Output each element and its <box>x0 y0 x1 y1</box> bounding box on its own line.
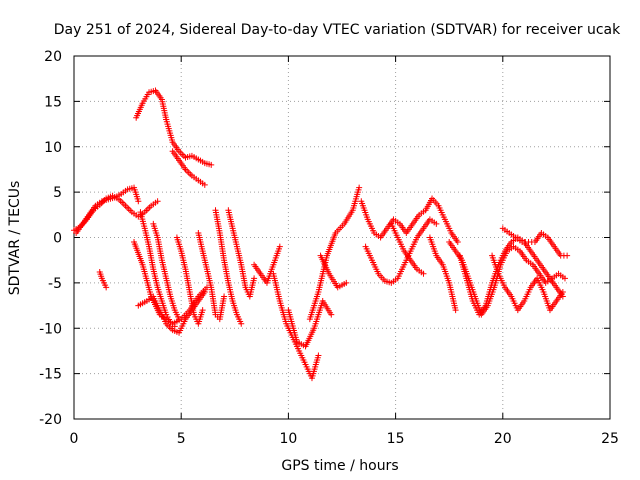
series-arc-17 <box>285 298 335 350</box>
data-point <box>343 279 350 286</box>
y-tick-label: 20 <box>44 49 62 65</box>
y-tick-label: -15 <box>39 367 62 383</box>
series-arc-15 <box>251 243 283 286</box>
data-point <box>276 243 283 250</box>
data-point <box>561 275 568 282</box>
gridlines <box>74 56 610 419</box>
chart-title: Day 251 of 2024, Sidereal Day-to-day VTE… <box>54 22 621 38</box>
data-point <box>135 198 142 205</box>
series-arc-27 <box>499 225 571 259</box>
data-point <box>171 323 178 330</box>
y-axis-title: SDTVAR / TECUs <box>7 181 23 296</box>
series-arc-12 <box>195 229 228 323</box>
x-axis-title: GPS time / hours <box>281 458 398 474</box>
data-point <box>176 316 183 323</box>
series-arc-20 <box>358 195 461 246</box>
data-point <box>433 220 440 227</box>
series-arc-26 <box>489 252 566 314</box>
series-arc-10 <box>150 220 183 323</box>
series-arc-13 <box>212 207 245 327</box>
series-arc-22 <box>388 220 427 277</box>
series-arc-7 <box>163 116 215 168</box>
y-tick-label: -5 <box>48 276 62 292</box>
series-arc-1 <box>71 192 161 234</box>
data-point <box>315 352 322 359</box>
x-tick-label: 15 <box>387 431 405 447</box>
y-tick-label: 5 <box>53 185 62 201</box>
x-tick-label: 25 <box>601 431 619 447</box>
data-point <box>201 181 208 188</box>
data-point <box>251 275 258 282</box>
data-point <box>454 239 461 246</box>
data-point <box>103 284 110 291</box>
series-arc-9 <box>137 209 178 330</box>
y-tick-label: -20 <box>39 412 62 428</box>
data-point <box>564 252 571 259</box>
data-point <box>201 288 208 295</box>
series-arc-11 <box>173 234 206 327</box>
series-arc-21 <box>362 216 440 286</box>
data-point <box>356 184 363 191</box>
series-arc-2 <box>73 184 142 236</box>
data-point <box>452 307 459 314</box>
series-arc-18 <box>306 184 363 323</box>
data-point <box>559 288 566 295</box>
series-arc-8 <box>169 148 208 188</box>
data-point <box>328 311 335 318</box>
axis-ticks: 0 5 10 15 20 25 -20 -15 -10 -5 0 5 10 15 20 <box>39 49 619 447</box>
y-tick-label: 10 <box>44 140 62 156</box>
y-tick-label: 15 <box>44 94 62 110</box>
x-tick-label: 10 <box>279 431 297 447</box>
data-point <box>420 270 427 277</box>
data-point <box>221 293 228 300</box>
x-tick-label: 20 <box>494 431 512 447</box>
series-arc-23 <box>426 234 459 314</box>
series-arc-6 <box>133 87 170 123</box>
series-arc-3 <box>96 268 110 291</box>
data-point <box>199 307 206 314</box>
x-tick-label: 5 <box>177 431 186 447</box>
series-arc-14 <box>225 207 258 300</box>
x-tick-label: 0 <box>70 431 79 447</box>
data-point <box>154 198 161 205</box>
data-point <box>208 161 215 168</box>
data-marks <box>71 87 571 382</box>
y-tick-label: -10 <box>39 321 62 337</box>
series-arc-19 <box>317 252 350 291</box>
series-arc-5 <box>135 288 208 336</box>
data-point <box>238 320 245 327</box>
y-tick-label: 0 <box>53 231 62 247</box>
